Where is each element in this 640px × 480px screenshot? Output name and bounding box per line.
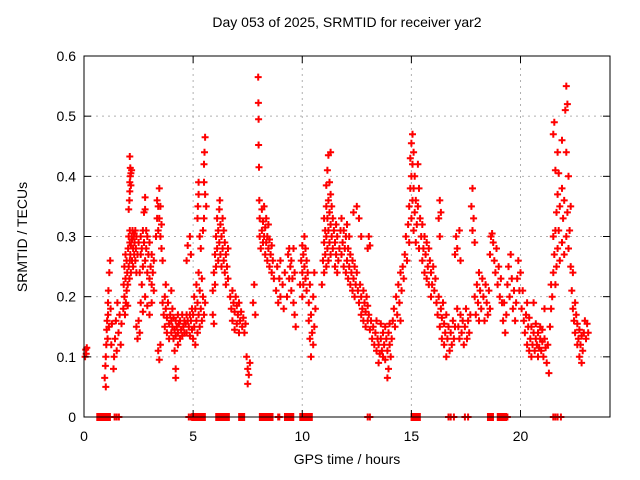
x-axis-label: GPS time / hours <box>293 451 401 467</box>
x-tick-label: 0 <box>80 428 88 444</box>
chart-title: Day 053 of 2025, SRMTID for receiver yar… <box>212 14 482 30</box>
y-tick-label: 0.3 <box>57 229 77 245</box>
y-axis-label: SRMTID / TECUs <box>14 181 30 293</box>
y-tick-label: 0 <box>68 409 76 425</box>
x-tick-label: 10 <box>294 428 310 444</box>
y-tick-label: 0.5 <box>57 108 77 124</box>
x-tick-label: 20 <box>513 428 529 444</box>
y-tick-label: 0.1 <box>57 349 77 365</box>
x-tick-label: 15 <box>404 428 420 444</box>
y-tick-label: 0.4 <box>57 168 77 184</box>
y-tick-label: 0.2 <box>57 289 77 305</box>
x-tick-label: 5 <box>189 428 197 444</box>
y-tick-label: 0.6 <box>57 48 77 64</box>
data-points <box>81 73 592 421</box>
